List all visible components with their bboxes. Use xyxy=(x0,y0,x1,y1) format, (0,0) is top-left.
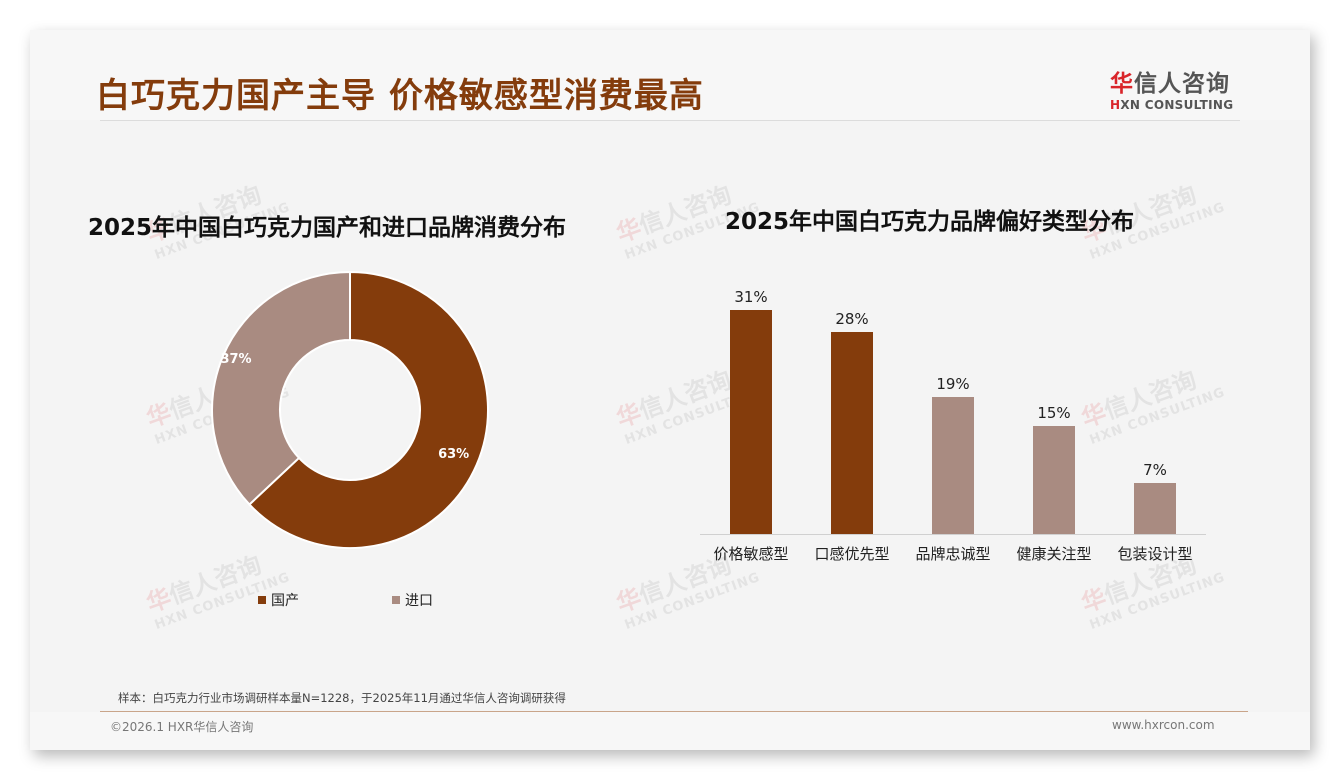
bar-price-sensitive xyxy=(730,310,772,534)
footer-band xyxy=(30,712,1310,750)
logo-en-red: H xyxy=(1110,98,1121,112)
legend-item-domestic: 国产 xyxy=(258,590,299,610)
bar-category-label: 健康关注型 xyxy=(1016,545,1092,563)
donut-chart-title: 2025年中国白巧克力国产和进口品牌消费分布 xyxy=(88,215,567,241)
donut-label-imported: 37% xyxy=(220,352,252,368)
donut-svg xyxy=(211,270,489,549)
donut-label-domestic: 63% xyxy=(438,446,470,462)
bar-health-focused xyxy=(1033,425,1075,534)
slide: 白巧克力国产主导 价格敏感型消费最高 华信人咨询 HXN CONSULTING … xyxy=(30,30,1310,750)
copyright: ©2026.1 HXR华信人咨询 xyxy=(110,720,254,734)
bar-chart-title: 2025年中国白巧克力品牌偏好类型分布 xyxy=(725,209,1135,235)
bar-value: 19% xyxy=(936,374,970,393)
bar-value: 7% xyxy=(1143,461,1167,480)
logo-cn-rest: 信人咨询 xyxy=(1134,71,1230,97)
company-logo: 华信人咨询 HXN CONSULTING xyxy=(1110,64,1250,112)
legend-swatch-icon xyxy=(392,596,400,604)
bar-brand-loyal xyxy=(932,396,974,534)
bar-chart: 31% 价格敏感型 28% 口感优先型 19% 品牌忠诚型 15% 健康关注型 … xyxy=(700,270,1206,570)
donut-slice xyxy=(211,270,351,506)
header-band xyxy=(30,30,1310,120)
legend-swatch-icon xyxy=(258,596,266,604)
bar-value: 15% xyxy=(1037,403,1071,422)
bar-taste-first xyxy=(831,331,873,534)
bar-category-label: 品牌忠诚型 xyxy=(915,545,991,563)
page-title: 白巧克力国产主导 价格敏感型消费最高 xyxy=(96,76,704,116)
title-divider xyxy=(100,120,1240,121)
bar-category-label: 包装设计型 xyxy=(1117,545,1193,563)
bar-category-label: 价格敏感型 xyxy=(713,545,789,563)
x-axis-line xyxy=(700,534,1206,535)
logo-cn-red: 华 xyxy=(1110,71,1134,97)
logo-cn: 华信人咨询 xyxy=(1110,64,1250,98)
logo-en: HXN CONSULTING xyxy=(1110,98,1250,112)
legend-item-imported: 进口 xyxy=(392,590,433,610)
donut-slice xyxy=(247,270,489,549)
bar-category-label: 口感优先型 xyxy=(814,545,890,563)
bar-value: 31% xyxy=(734,288,768,306)
website-link[interactable]: www.hxrcon.com xyxy=(1112,718,1215,732)
footer-divider xyxy=(100,711,1248,712)
logo-en-rest: XN CONSULTING xyxy=(1120,98,1234,112)
legend-label: 进口 xyxy=(405,593,433,609)
legend-label: 国产 xyxy=(271,593,299,609)
sample-footnote: 样本：白巧克力行业市场调研样本量N=1228，于2025年11月通过华信人咨询调… xyxy=(118,691,566,705)
donut-chart: 63% 37% xyxy=(210,270,490,550)
bar-value: 28% xyxy=(835,309,869,328)
bar-packaging-design xyxy=(1134,483,1176,534)
